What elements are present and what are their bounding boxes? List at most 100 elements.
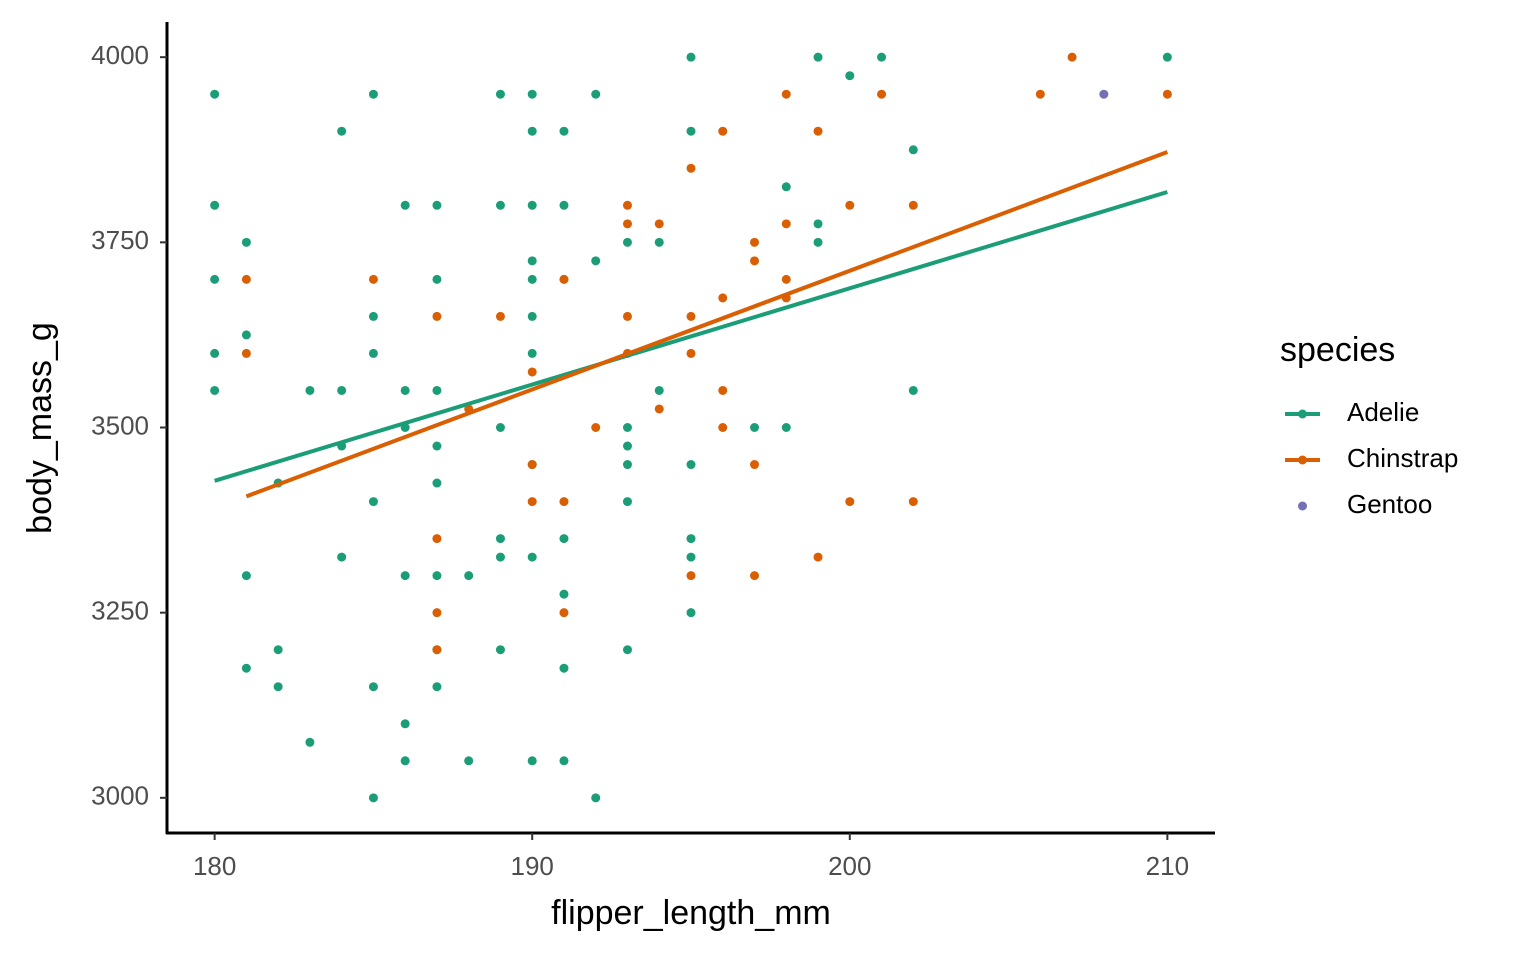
point xyxy=(241,274,251,284)
point xyxy=(241,348,251,358)
x-tick-label: 200 xyxy=(828,851,871,881)
point xyxy=(432,385,442,395)
point xyxy=(559,534,569,544)
point xyxy=(432,534,442,544)
point xyxy=(527,256,537,266)
legend-label: Adelie xyxy=(1347,397,1419,427)
point xyxy=(559,589,569,599)
point xyxy=(305,737,315,747)
y-tick-label: 3250 xyxy=(91,596,149,626)
point xyxy=(591,793,601,803)
point xyxy=(527,311,537,321)
point xyxy=(241,571,251,581)
point xyxy=(622,441,632,451)
point xyxy=(464,571,474,581)
point xyxy=(654,237,664,247)
point xyxy=(495,200,505,210)
point xyxy=(750,256,760,266)
point xyxy=(908,497,918,507)
point xyxy=(368,793,378,803)
point xyxy=(686,460,696,470)
point xyxy=(813,552,823,562)
point xyxy=(750,571,760,581)
point xyxy=(559,663,569,673)
point xyxy=(495,645,505,655)
point xyxy=(845,200,855,210)
point xyxy=(686,571,696,581)
x-tick-label: 180 xyxy=(193,851,236,881)
x-tick-label: 190 xyxy=(511,851,554,881)
point xyxy=(432,441,442,451)
point xyxy=(432,274,442,284)
point xyxy=(432,571,442,581)
point xyxy=(527,460,537,470)
point xyxy=(432,645,442,655)
point xyxy=(210,89,220,99)
point xyxy=(591,423,601,432)
point xyxy=(622,219,632,229)
y-axis-title: body_mass_g xyxy=(21,322,59,534)
point xyxy=(559,608,569,618)
point xyxy=(686,552,696,562)
point xyxy=(686,126,696,136)
legend-key-point xyxy=(1298,455,1307,465)
point xyxy=(877,52,887,62)
point xyxy=(400,200,410,210)
point xyxy=(432,478,442,488)
point xyxy=(750,237,760,247)
point xyxy=(305,385,315,395)
point xyxy=(400,719,410,729)
point xyxy=(495,552,505,562)
point xyxy=(337,552,347,562)
point xyxy=(908,145,918,155)
point xyxy=(495,423,505,432)
point xyxy=(527,348,537,358)
point xyxy=(813,126,823,136)
point xyxy=(527,200,537,210)
point xyxy=(527,756,537,766)
point xyxy=(559,274,569,284)
point xyxy=(781,89,791,99)
point xyxy=(686,311,696,321)
point xyxy=(432,682,442,692)
x-tick-label: 210 xyxy=(1146,851,1189,881)
point xyxy=(908,385,918,395)
point xyxy=(813,237,823,247)
point xyxy=(718,293,728,303)
point xyxy=(622,497,632,507)
legend-title: species xyxy=(1280,331,1395,369)
x-axis-title: flipper_length_mm xyxy=(551,894,831,932)
point xyxy=(368,348,378,358)
point xyxy=(559,200,569,210)
point xyxy=(400,571,410,581)
point xyxy=(1099,89,1109,99)
legend-key-point xyxy=(1298,409,1307,419)
point xyxy=(622,200,632,210)
point xyxy=(686,348,696,358)
point xyxy=(559,497,569,507)
point xyxy=(273,682,283,692)
point xyxy=(368,497,378,507)
point xyxy=(622,311,632,321)
point xyxy=(686,608,696,618)
point xyxy=(813,219,823,229)
point xyxy=(241,237,251,247)
point xyxy=(845,71,855,81)
point xyxy=(559,756,569,766)
point xyxy=(1162,89,1172,99)
point xyxy=(781,274,791,284)
point xyxy=(210,348,220,358)
point xyxy=(1162,52,1172,62)
point xyxy=(210,385,220,395)
point xyxy=(527,497,537,507)
point xyxy=(432,608,442,618)
point xyxy=(686,534,696,544)
point xyxy=(622,645,632,655)
point xyxy=(686,52,696,62)
point xyxy=(368,274,378,284)
point xyxy=(400,756,410,766)
point xyxy=(622,460,632,470)
point xyxy=(432,311,442,321)
y-tick-label: 4000 xyxy=(91,40,149,70)
point xyxy=(527,274,537,284)
